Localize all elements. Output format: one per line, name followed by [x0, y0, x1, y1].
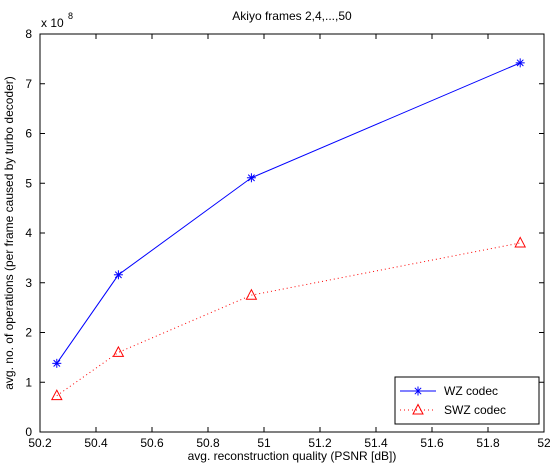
x-tick-label: 52: [537, 436, 550, 450]
x-tick-label: 50.2: [28, 436, 52, 450]
chart-title: Akiyo frames 2,4,...,50: [232, 9, 352, 23]
legend-label-wz: WZ codec: [444, 384, 498, 398]
y-axis-ticks: 0 1 2 3 4 5 6 7 8: [25, 27, 544, 439]
y-tick-label: 7: [25, 77, 32, 91]
y-tick-label: 2: [25, 326, 32, 340]
x-tick-label: 50.6: [140, 436, 164, 450]
series-line-swz: [56, 242, 521, 397]
data-point-swz: [50, 389, 63, 401]
data-point-swz: [514, 236, 527, 248]
legend-marker-swz: [412, 403, 424, 415]
y-tick-label: 8: [25, 27, 32, 41]
legend-marker-wz: [413, 386, 423, 396]
legend-triangle-icon: [412, 403, 424, 415]
x-tick-label: 51.4: [364, 436, 388, 450]
y-tick-label: 1: [25, 375, 32, 389]
legend-label-swz: SWZ codec: [444, 403, 506, 417]
x-tick-label: 51.8: [476, 436, 500, 450]
x-tick-label: 51.6: [420, 436, 444, 450]
series-line-wz: [56, 62, 521, 364]
y-tick-label: 0: [25, 425, 32, 439]
x-tick-label: 51.2: [308, 436, 332, 450]
y-multiplier-base: x 10: [41, 16, 64, 30]
y-axis-label: avg. no. of operations (per frame caused…: [2, 76, 16, 390]
series-layer: [50, 58, 527, 401]
data-point-swz: [245, 288, 258, 300]
x-tick-label: 50.4: [84, 436, 108, 450]
y-tick-label: 3: [25, 276, 32, 290]
legend-asterisk-icon: [413, 386, 423, 396]
x-tick-label: 51: [257, 436, 271, 450]
x-tick-label: 50.8: [196, 436, 220, 450]
y-tick-label: 5: [25, 176, 32, 190]
data-point-swz: [112, 345, 125, 357]
y-tick-label: 6: [25, 127, 32, 141]
data-point-wz: [246, 173, 256, 183]
x-axis-label: avg. reconstruction quality (PSNR [dB]): [188, 449, 397, 463]
legend: WZ codec SWZ codec: [394, 376, 540, 425]
y-multiplier-exponent: 8: [68, 11, 73, 21]
data-point-wz: [515, 58, 525, 68]
x-axis-ticks: 50.2 50.4 50.6 50.8 51 51.2 51.4 51.6 51.8 52: [28, 34, 550, 450]
y-tick-label: 4: [25, 226, 32, 240]
data-point-wz: [113, 270, 123, 280]
y-axis-multiplier: x 10 8: [41, 11, 73, 30]
data-point-wz: [52, 358, 62, 368]
legend-box: [394, 376, 540, 425]
plot-area: [39, 33, 545, 433]
